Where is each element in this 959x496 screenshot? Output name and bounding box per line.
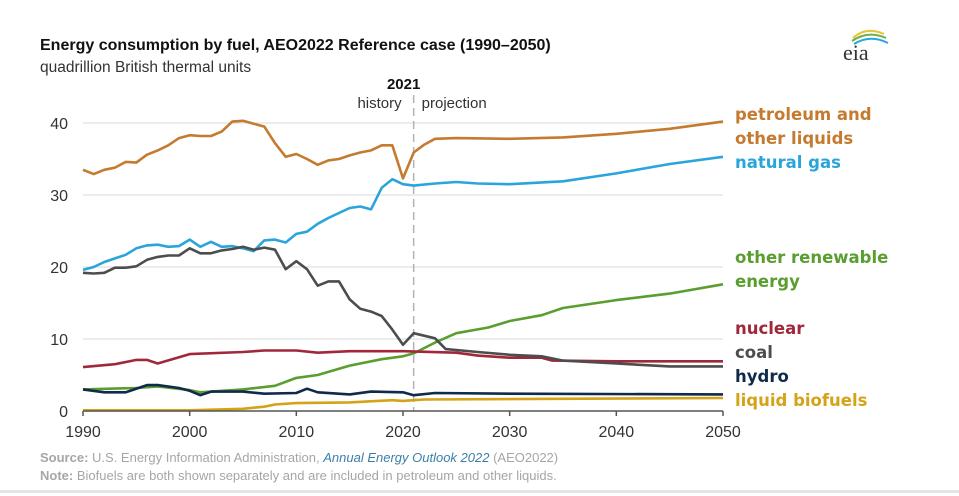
legend-label-nuclear: nuclear (735, 319, 805, 338)
x-tick-label: 2000 (172, 424, 208, 441)
eia-logo: eia (843, 29, 889, 65)
grid (83, 95, 723, 411)
note-text: Biofuels are both shown separately and a… (73, 468, 556, 483)
series-line-natural-gas (82, 155, 724, 272)
legend-label-other-renewable-energy: other renewable (735, 248, 888, 267)
bottom-rule (0, 490, 959, 493)
note-label: Note: (40, 468, 73, 483)
y-tick-label: 10 (50, 332, 68, 349)
legend-label-other-renewable-energy: energy (735, 272, 800, 291)
y-tick-label: 30 (50, 188, 68, 205)
legend: petroleum and other liquids natural gas oth… (735, 105, 888, 410)
projection-annotation: 2021 history projection (357, 76, 486, 112)
series-line-nuclear (82, 349, 723, 369)
series-line-other-renewable-energy (82, 283, 724, 394)
series-lines (82, 119, 724, 412)
source-suffix: (AEO2022) (489, 450, 558, 465)
legend-label-petroleum-and-other-liquids: other liquids (735, 129, 853, 148)
x-tick-label: 2050 (705, 424, 741, 441)
legend-label-hydro: hydro (735, 367, 789, 386)
projection-label: projection (422, 95, 487, 112)
y-tick-label: 40 (50, 116, 68, 133)
note-line: Note: Biofuels are both shown separately… (40, 468, 557, 483)
chart-title: Energy consumption by fuel, AEO2022 Refe… (40, 37, 551, 54)
x-tick-label: 2030 (492, 424, 528, 441)
x-tick-label: 2040 (599, 424, 635, 441)
legend-label-petroleum-and-other-liquids: petroleum and (735, 105, 872, 124)
series-line-coal (82, 245, 723, 368)
x-tick-label: 2010 (279, 424, 315, 441)
legend-label-natural-gas: natural gas (735, 153, 841, 172)
y-tick-label: 0 (59, 404, 68, 421)
y-tick-label: 20 (50, 260, 68, 277)
eia-logo-text: eia (843, 40, 869, 65)
legend-label-liquid-biofuels: liquid biofuels (735, 391, 868, 410)
x-tick-label: 1990 (65, 424, 101, 441)
x-tick-label: 2020 (385, 424, 421, 441)
divider-year-label: 2021 (387, 76, 420, 93)
series-line-petroleum-and-other-liquids (82, 119, 724, 180)
source-label: Source: (40, 450, 88, 465)
source-line: Source: U.S. Energy Information Administ… (40, 450, 558, 465)
chart-subtitle: quadrillion British thermal units (40, 59, 251, 76)
legend-label-coal: coal (735, 343, 773, 362)
series-line-hydro (82, 383, 724, 397)
history-label: history (357, 95, 402, 112)
source-link[interactable]: Annual Energy Outlook 2022 (322, 450, 490, 465)
series-line-liquid-biofuels (83, 396, 724, 412)
source-text: U.S. Energy Information Administration, (88, 450, 323, 465)
